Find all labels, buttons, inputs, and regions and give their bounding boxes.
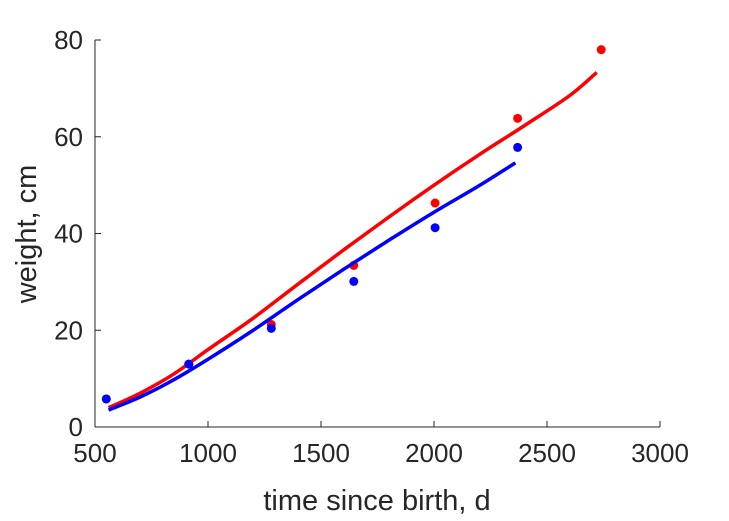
y-axis-ticks: 0 20 40 60 80 xyxy=(54,25,101,442)
plot-area xyxy=(101,45,606,412)
fit-line xyxy=(107,161,517,412)
x-axis-label: time since birth, d xyxy=(263,485,490,517)
data-point xyxy=(184,359,194,369)
series-0 xyxy=(101,45,606,410)
data-point xyxy=(596,45,606,55)
y-axis-label: weight, cm xyxy=(11,165,43,305)
y-tick-label: 80 xyxy=(54,25,83,55)
x-tick-label: 2500 xyxy=(518,438,576,468)
data-point xyxy=(430,223,440,233)
data-point xyxy=(513,142,523,152)
data-point xyxy=(101,394,111,404)
x-tick-label: 3000 xyxy=(631,438,689,468)
series-1 xyxy=(101,142,523,412)
x-axis-ticks: 500 1000 1500 2000 2500 3000 xyxy=(73,421,689,468)
x-tick-label: 1000 xyxy=(179,438,237,468)
data-point xyxy=(430,198,440,208)
x-tick-label: 2000 xyxy=(405,438,463,468)
y-tick-label: 40 xyxy=(54,219,83,249)
fit-line xyxy=(107,71,598,410)
y-tick-label: 20 xyxy=(54,315,83,345)
data-point xyxy=(349,276,359,286)
data-point xyxy=(513,113,523,123)
data-point xyxy=(266,323,276,333)
y-tick-label: 0 xyxy=(69,412,83,442)
x-tick-label: 1500 xyxy=(292,438,350,468)
x-tick-label: 500 xyxy=(73,438,116,468)
y-tick-label: 60 xyxy=(54,122,83,152)
